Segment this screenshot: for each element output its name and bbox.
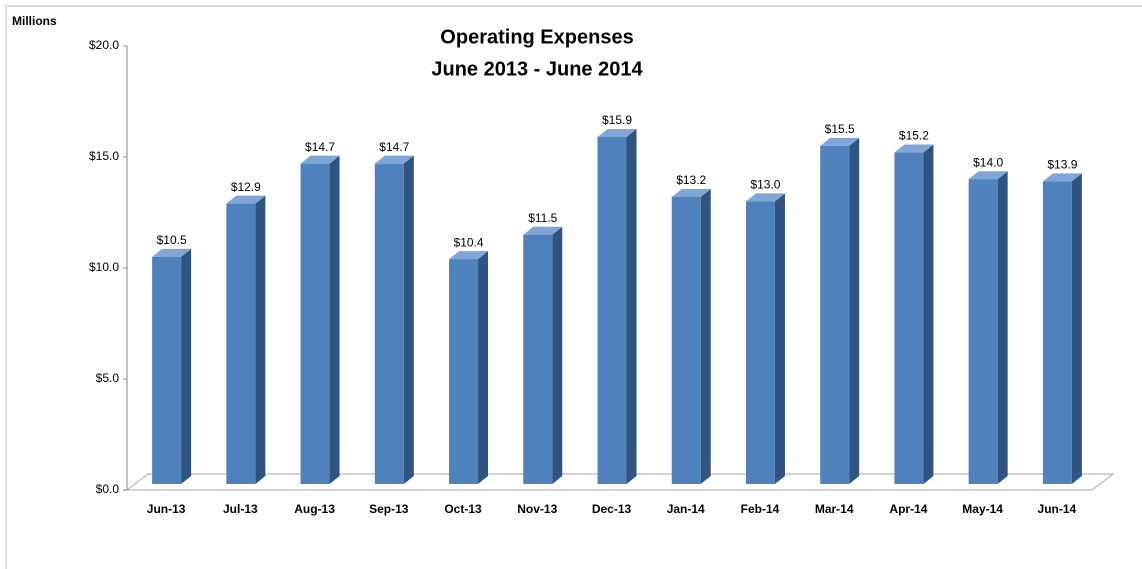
x-tick-label: Jul-13: [223, 502, 258, 516]
bar-top: [745, 193, 785, 202]
x-tick-label: Mar-14: [815, 502, 854, 516]
chart-title: Operating Expenses: [440, 26, 633, 48]
bar-top: [300, 155, 340, 164]
bar-top: [1042, 173, 1082, 182]
bar-side: [181, 248, 192, 484]
value-label: $10.4: [454, 235, 484, 249]
bar-top: [374, 155, 414, 164]
bar-side: [478, 251, 489, 484]
bar-top: [226, 195, 266, 204]
x-tick-label: Jan-14: [667, 502, 705, 516]
bar-side: [255, 195, 266, 484]
value-label: $11.5: [528, 211, 557, 225]
x-tick-label: Apr-14: [889, 502, 927, 516]
bar-top: [671, 188, 711, 197]
x-tick-label: May-14: [962, 502, 1003, 516]
bar-top: [152, 248, 192, 257]
value-label: $13.2: [676, 173, 706, 187]
bar: [820, 145, 850, 484]
bar: [449, 259, 479, 484]
y-tick-label: $0.0: [96, 482, 120, 496]
bar-side: [329, 155, 340, 484]
bar: [226, 203, 256, 484]
bar-top: [894, 144, 934, 153]
bar-side: [849, 137, 860, 484]
x-tick-label: Aug-13: [294, 502, 335, 516]
x-tick-label: Sep-13: [369, 502, 409, 516]
bar: [745, 201, 775, 484]
bar-top: [523, 226, 563, 235]
value-label: $13.0: [750, 178, 780, 192]
bar-side: [403, 155, 414, 484]
value-label: $15.9: [602, 113, 632, 127]
chart-subtitle: June 2013 - June 2014: [431, 58, 643, 80]
y-axis-label: Millions: [12, 14, 57, 28]
value-label: $14.0: [973, 155, 1003, 169]
bar-side: [552, 226, 563, 484]
bar: [1042, 181, 1072, 485]
bar-side: [774, 193, 785, 484]
bar: [894, 152, 924, 484]
bar: [968, 179, 998, 484]
y-tick-label: $15.0: [89, 149, 119, 163]
bar-top: [968, 171, 1008, 180]
bar: [152, 256, 182, 484]
bar: [523, 234, 553, 484]
value-label: $10.5: [157, 233, 187, 247]
bar-top: [820, 137, 860, 146]
y-tick-label: $5.0: [96, 371, 120, 385]
value-label: $12.9: [231, 180, 261, 194]
value-label: $15.2: [899, 129, 929, 143]
bar-side: [1071, 173, 1082, 485]
value-label: $14.7: [305, 140, 335, 154]
bar-top: [449, 251, 489, 260]
bar-side: [700, 188, 711, 484]
value-label: $15.5: [825, 122, 855, 136]
bar: [300, 163, 330, 484]
chart-border: [5, 5, 1142, 569]
y-tick-label: $10.0: [89, 260, 119, 274]
x-tick-label: Oct-13: [444, 502, 482, 516]
y-tick-label: $20.0: [89, 38, 119, 52]
x-tick-label: Dec-13: [592, 502, 632, 516]
bar-side: [923, 144, 934, 484]
x-tick-label: Nov-13: [517, 502, 557, 516]
bar-top: [597, 129, 637, 138]
x-tick-label: Feb-14: [741, 502, 780, 516]
bar-side: [626, 129, 637, 484]
floor: [125, 473, 1115, 491]
bar: [671, 196, 701, 484]
x-tick-label: Jun-14: [1038, 502, 1077, 516]
bar-side: [997, 171, 1008, 484]
value-label: $14.7: [379, 140, 409, 154]
bar: [597, 137, 627, 484]
x-tick-label: Jun-13: [147, 502, 186, 516]
value-label: $13.9: [1047, 158, 1077, 172]
bar: [374, 163, 404, 484]
